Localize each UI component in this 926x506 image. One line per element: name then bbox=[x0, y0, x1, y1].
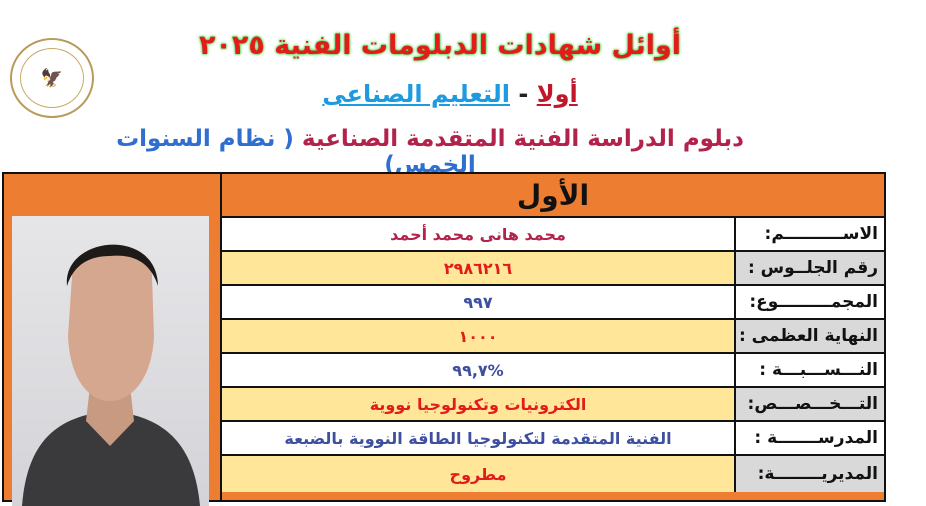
table-row-specialization: الكترونيات وتكنولوجيا نووية التـــخـــصـ… bbox=[222, 388, 884, 422]
ministry-logo: 🦅 bbox=[10, 38, 94, 118]
school-value: الفنية المتقدمة لتكنولوجيا الطاقة النووي… bbox=[222, 422, 736, 454]
percent-label: النـــســـبـــة : bbox=[736, 354, 884, 386]
max-value: ١٠٠٠ bbox=[222, 320, 736, 352]
table-row-seat: ٢٩٨٦٢١٦ رقم الجلــوس : bbox=[222, 252, 884, 286]
section-number: أولا bbox=[536, 80, 578, 108]
diploma-system: ( نظام السنوات الخمس) bbox=[116, 126, 476, 178]
diploma-title: دبلوم الدراسة الفنية المتقدمة الصناعية (… bbox=[90, 126, 770, 178]
total-label: المجمـــــــــوع: bbox=[736, 286, 884, 318]
student-photo bbox=[12, 216, 209, 506]
section-title: أولا - التعليم الصناعى bbox=[200, 80, 700, 108]
table-row-school: الفنية المتقدمة لتكنولوجيا الطاقة النووي… bbox=[222, 422, 884, 456]
diploma-name: دبلوم الدراسة الفنية المتقدمة الصناعية bbox=[301, 126, 744, 152]
table-row-directorate: مطروح المديريــــــــة: bbox=[222, 456, 884, 492]
directorate-label: المديريــــــــة: bbox=[736, 456, 884, 492]
name-label: الاســــــــــم: bbox=[736, 218, 884, 250]
photo-column bbox=[4, 174, 222, 506]
max-label: النهاية العظمى : bbox=[736, 320, 884, 352]
table-row-total: ٩٩٧ المجمـــــــــوع: bbox=[222, 286, 884, 320]
table-row-name: محمد هانى محمد أحمد الاســــــــــم: bbox=[222, 218, 884, 252]
table-row-percent: %٩٩,٧ النـــســـبـــة : bbox=[222, 354, 884, 388]
name-value: محمد هانى محمد أحمد bbox=[222, 218, 736, 250]
seat-label: رقم الجلــوس : bbox=[736, 252, 884, 284]
rank-header: الأول bbox=[222, 174, 884, 218]
directorate-value: مطروح bbox=[222, 456, 736, 492]
section-dash: - bbox=[518, 80, 529, 108]
eagle-emblem-icon: 🦅 bbox=[20, 48, 84, 108]
school-label: المدرســـــــة : bbox=[736, 422, 884, 454]
specialization-value: الكترونيات وتكنولوجيا نووية bbox=[222, 388, 736, 420]
section-name: التعليم الصناعى bbox=[322, 80, 511, 108]
table-row-max: ١٠٠٠ النهاية العظمى : bbox=[222, 320, 884, 354]
student-card: الأول محمد هانى محمد أحمد الاســــــــــ… bbox=[2, 172, 886, 506]
total-value: ٩٩٧ bbox=[222, 286, 736, 318]
percent-value: %٩٩,٧ bbox=[222, 354, 736, 386]
info-table: محمد هانى محمد أحمد الاســــــــــم: ٢٩٨… bbox=[222, 218, 884, 492]
seat-value: ٢٩٨٦٢١٦ bbox=[222, 252, 736, 284]
specialization-label: التـــخـــصـــص: bbox=[736, 388, 884, 420]
page-title: أوائل شهادات الدبلومات الفنية ٢٠٢٥ bbox=[198, 30, 682, 61]
